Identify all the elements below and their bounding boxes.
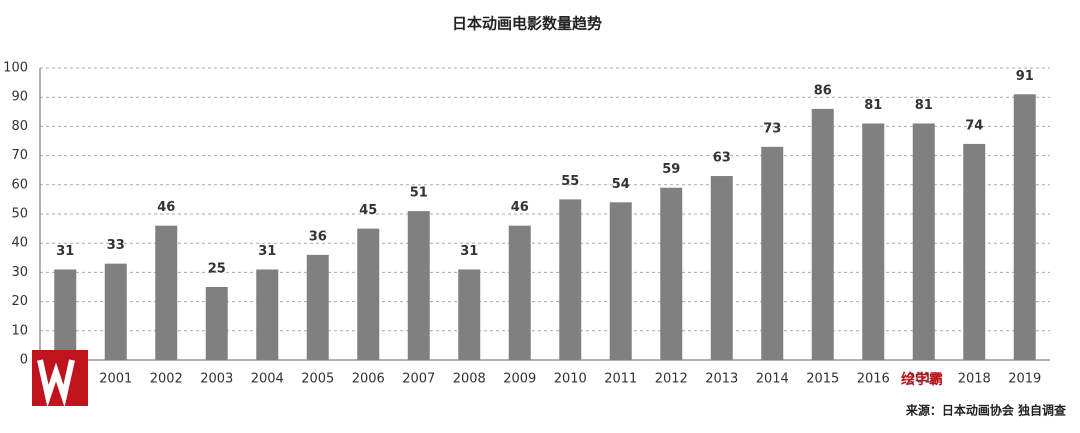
value-label: 81 <box>864 98 882 113</box>
logo-mark <box>37 359 75 408</box>
x-tick-label: 2017 <box>907 372 940 387</box>
value-label: 73 <box>763 121 781 136</box>
bar <box>407 211 430 360</box>
bar <box>761 146 784 360</box>
y-tick-label: 90 <box>11 90 28 105</box>
y-tick-label: 20 <box>11 294 28 309</box>
value-label: 31 <box>56 244 74 259</box>
value-label: 59 <box>662 162 680 177</box>
value-label: 63 <box>713 151 731 166</box>
x-tick-label: 2011 <box>604 372 637 387</box>
value-label: 33 <box>107 238 125 253</box>
y-tick-label: 50 <box>11 207 28 222</box>
value-label: 31 <box>258 244 276 259</box>
x-tick-label: 2013 <box>705 372 738 387</box>
watermark: 绘学霸 <box>901 371 943 388</box>
x-tick-label: 2005 <box>301 372 334 387</box>
value-label: 86 <box>814 83 832 98</box>
x-tick-label: 2002 <box>150 372 183 387</box>
y-tick-label: 80 <box>11 119 28 134</box>
bar <box>811 108 834 360</box>
x-tick-label: 2004 <box>251 372 284 387</box>
value-label: 45 <box>359 203 377 218</box>
bar <box>912 123 935 360</box>
value-label: 46 <box>511 200 529 215</box>
x-tick-label: 2012 <box>655 372 688 387</box>
bar <box>458 269 481 360</box>
value-label: 91 <box>1016 69 1034 84</box>
bar <box>256 269 279 360</box>
bar <box>660 187 683 360</box>
y-tick-label: 70 <box>11 148 28 163</box>
x-tick-label: 2007 <box>402 372 435 387</box>
bar <box>710 176 733 360</box>
value-label: 31 <box>460 244 478 259</box>
x-tick-label: 2003 <box>200 372 233 387</box>
bar <box>54 269 77 360</box>
x-tick-label: 2014 <box>756 372 789 387</box>
value-label: 81 <box>915 98 933 113</box>
value-label: 74 <box>965 118 983 133</box>
value-label: 36 <box>309 229 327 244</box>
value-label: 55 <box>561 174 579 189</box>
y-tick-label: 100 <box>3 61 28 76</box>
bar <box>205 287 228 360</box>
y-tick-label: 30 <box>11 265 28 280</box>
x-tick-label: 2006 <box>352 372 385 387</box>
x-tick-label: 2009 <box>503 372 536 387</box>
bar <box>508 225 531 360</box>
bar <box>155 225 178 360</box>
x-tick-label: 2008 <box>453 372 486 387</box>
logo <box>32 350 88 408</box>
source-note: 来源：日本动画协会 独自调查 <box>905 403 1067 418</box>
bar <box>609 202 632 360</box>
bar <box>862 123 885 360</box>
value-label: 54 <box>612 177 630 192</box>
bar <box>104 263 127 360</box>
y-tick-label: 60 <box>11 177 28 192</box>
bar <box>963 143 986 360</box>
bar <box>1013 94 1036 360</box>
value-label: 51 <box>410 186 428 201</box>
x-tick-label: 2010 <box>554 372 587 387</box>
x-tick-label: 2019 <box>1008 372 1041 387</box>
chart-title: 日本动画电影数量趋势 <box>452 15 602 33</box>
value-label: 25 <box>208 262 226 277</box>
y-tick-label: 40 <box>11 236 28 251</box>
x-tick-label: 2001 <box>99 372 132 387</box>
x-tick-label: 2016 <box>857 372 890 387</box>
bar <box>306 254 329 360</box>
value-label: 46 <box>157 200 175 215</box>
y-tick-label: 10 <box>11 323 28 338</box>
y-tick-label: 0 <box>20 353 28 368</box>
bar <box>559 199 582 360</box>
bar <box>357 228 380 360</box>
x-tick-label: 2018 <box>958 372 991 387</box>
x-tick-label: 2015 <box>806 372 839 387</box>
